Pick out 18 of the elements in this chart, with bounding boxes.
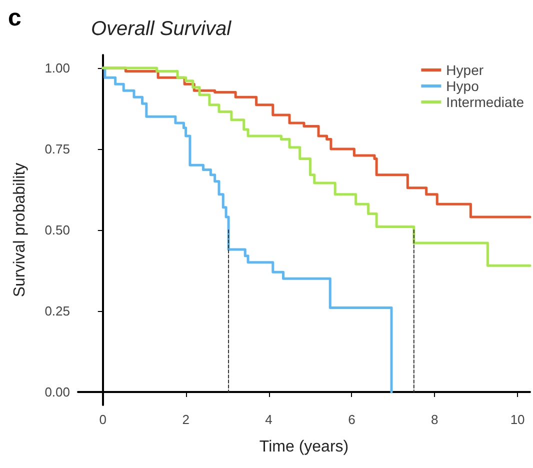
x-tick-label: 2: [182, 412, 190, 427]
text: c: [8, 4, 22, 32]
y-axis-title: Survival probability: [12, 162, 28, 298]
legend-label: Hypo: [446, 78, 480, 94]
x-tick-label: 0: [99, 412, 106, 427]
legend-label: Hyper: [446, 62, 484, 78]
x-tick-label: 6: [348, 412, 356, 427]
legend-label: Intermediate: [446, 94, 524, 110]
y-tick-label: 0.00: [44, 384, 70, 400]
x-axis-title: Time (years): [259, 438, 349, 456]
y-tick-label: 0.75: [44, 141, 70, 156]
y-tick-label: 0.25: [44, 304, 70, 319]
x-tick-label: 10: [510, 412, 525, 427]
y-tick-label: 1.00: [44, 60, 70, 76]
x-tick-label: 4: [265, 412, 272, 427]
x-tick-label: 8: [431, 412, 438, 427]
chart-title: Overall Survival: [91, 18, 232, 40]
y-tick-label: 0.50: [44, 222, 70, 238]
